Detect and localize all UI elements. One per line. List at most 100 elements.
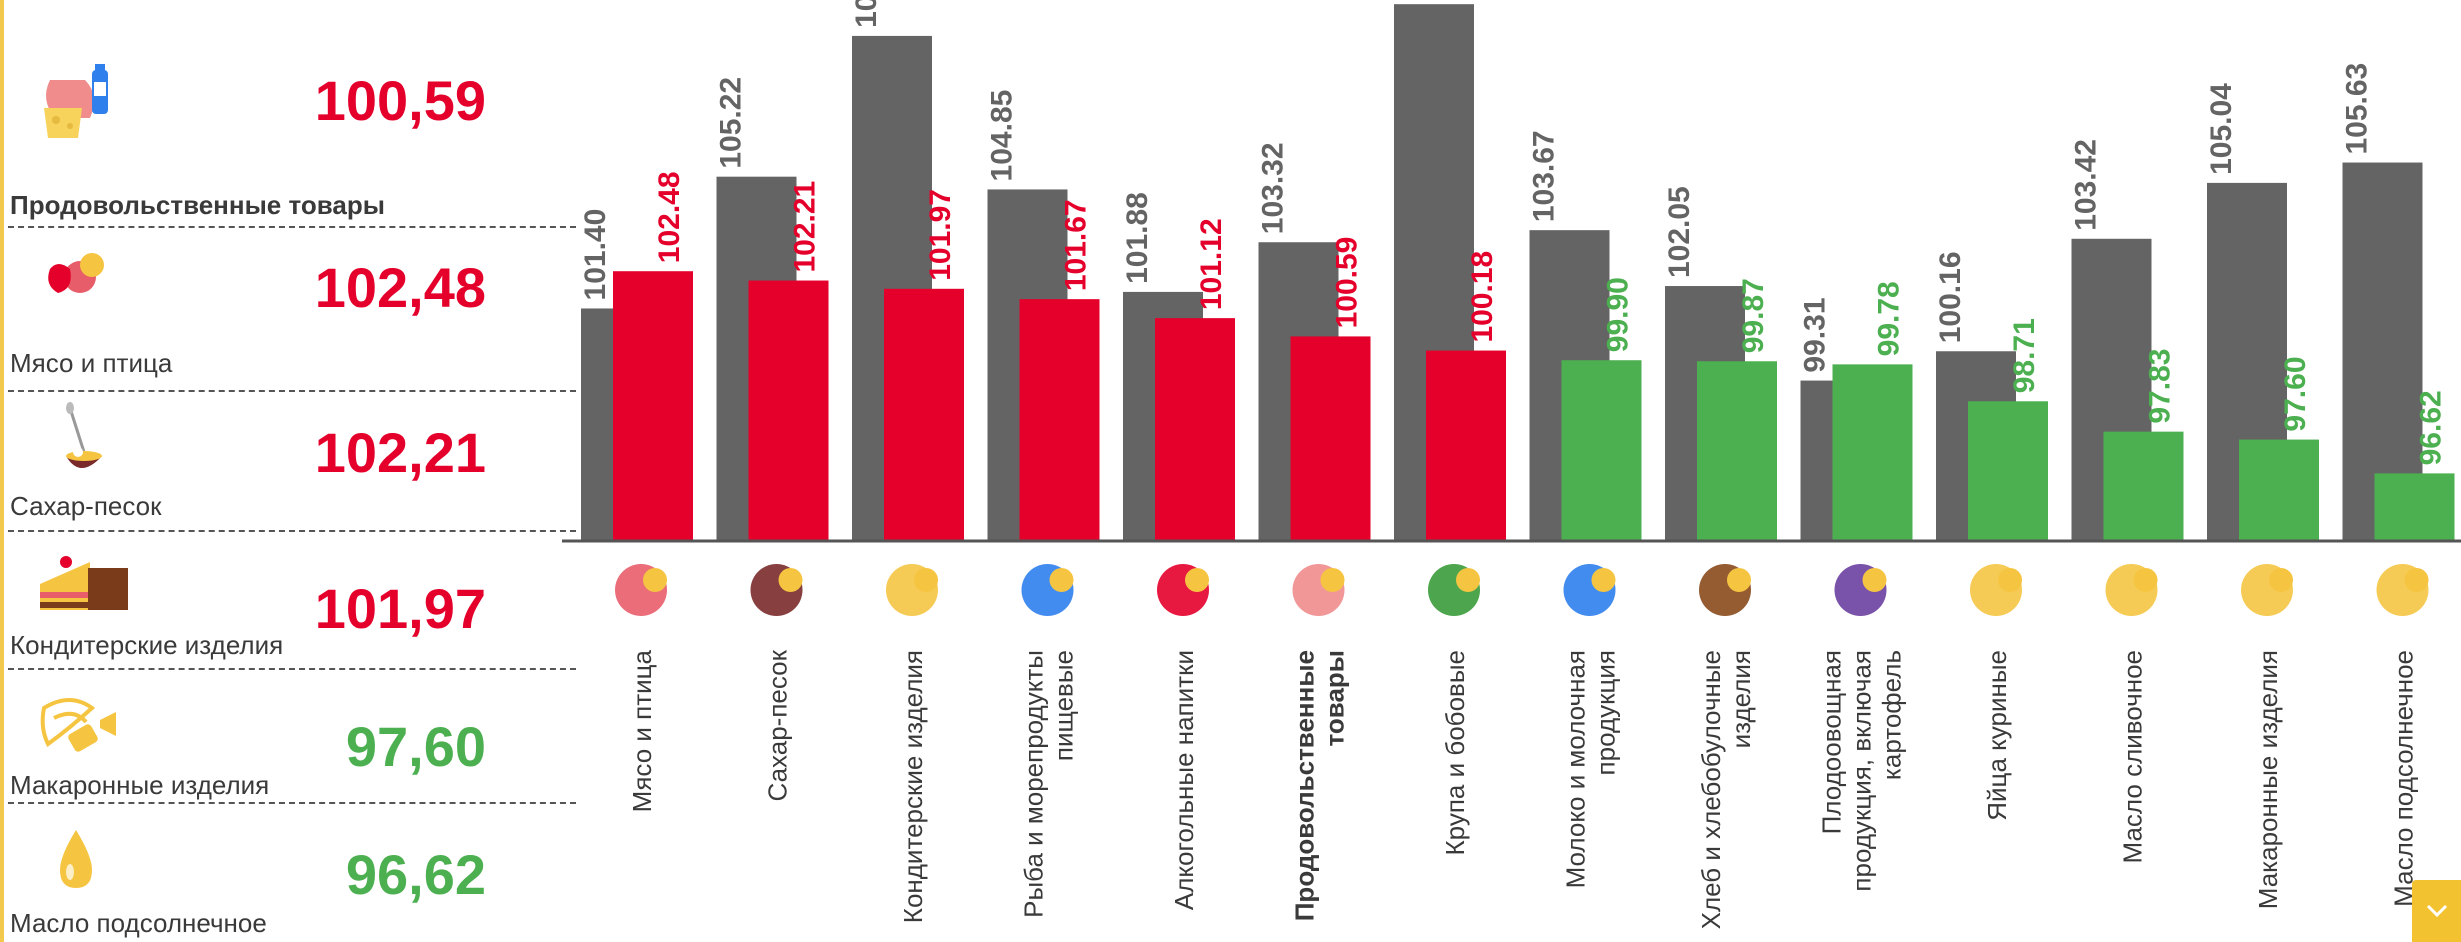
cake-icon <box>886 564 938 616</box>
data-label-previous: 105.04 <box>2205 83 2238 175</box>
data-label-current: 101.12 <box>1195 218 1228 310</box>
sugar-icon <box>750 564 803 616</box>
data-label-previous: 101.88 <box>1121 192 1154 284</box>
summary-label: Продовольственные товары <box>10 190 385 220</box>
summary-label: Макаронные изделия <box>10 770 270 800</box>
bar-current <box>2239 439 2319 541</box>
oil-drop-icon <box>2376 564 2429 616</box>
category-label: Рыба и морепродуктыпищевые <box>1019 650 1079 918</box>
data-label-current: 96.62 <box>2415 390 2448 465</box>
bar-current <box>613 271 693 541</box>
summary-item-sugar[interactable]: 102,21 <box>8 400 576 490</box>
category-label: Продовольственныетовары <box>1290 650 1350 921</box>
divider <box>8 668 576 670</box>
bread-icon <box>1699 564 1751 616</box>
summary-label: Кондитерские изделия <box>10 630 284 660</box>
bar-current <box>1968 401 2048 541</box>
data-label-current: 100.59 <box>1331 237 1364 329</box>
bar-current <box>884 288 964 541</box>
meat-icon <box>615 564 667 616</box>
food-basket-icon <box>30 60 130 160</box>
category-label: Макаронные изделия <box>2253 650 2283 909</box>
data-label-current: 97.60 <box>2279 356 2312 431</box>
food-basket-icon <box>1292 564 1345 616</box>
price-index-chart: 101.40 102.48 105.22 102.21 109.30 101.97 104.… <box>562 0 2461 929</box>
category-label: Яйца куриные <box>1982 650 2012 821</box>
summary-value: 102,21 <box>314 421 486 484</box>
summary-item-cake[interactable]: 101,97 <box>8 548 576 640</box>
category-label: Алкогольные напитки <box>1169 650 1199 910</box>
butter-icon <box>2105 564 2158 616</box>
data-label-previous: 100.16 <box>1934 251 1967 343</box>
category-label: Плодоовощнаяпродукция, включаякартофель <box>1817 650 1907 892</box>
data-label-previous: 104.85 <box>986 90 1019 182</box>
sugar-icon <box>30 400 130 500</box>
divider <box>8 226 576 228</box>
data-label-current: 99.78 <box>1873 281 1906 356</box>
data-label-previous: 101.40 <box>579 209 612 301</box>
data-label-current: 99.90 <box>1602 277 1635 352</box>
data-label-current: 101.97 <box>924 189 957 281</box>
category-label: Масло сливочное <box>2118 650 2148 863</box>
data-label-current: 100.18 <box>1466 251 1499 343</box>
beans-icon <box>1428 564 1480 616</box>
data-label-previous: 105.22 <box>715 77 748 169</box>
bottles-icon <box>1157 564 1209 616</box>
pasta-icon <box>2241 564 2293 616</box>
category-label: Сахар-песок <box>763 649 793 801</box>
summary-item-food[interactable]: 100,59 <box>8 60 576 150</box>
chevron-down-icon <box>2426 904 2448 918</box>
bar-current <box>2374 473 2455 541</box>
divider <box>8 530 576 532</box>
pasta-icon <box>30 688 130 788</box>
summary-value: 100,59 <box>314 69 486 132</box>
bar-current <box>1561 360 1642 541</box>
category-label: Кондитерские изделия <box>898 650 928 923</box>
oil-drop-icon <box>30 820 130 920</box>
data-label-previous: 109.30 <box>850 0 883 28</box>
divider <box>8 390 576 392</box>
bar-current <box>1019 299 1100 541</box>
data-label-previous: 102.05 <box>1663 186 1696 278</box>
data-label-previous: 103.42 <box>2070 139 2103 231</box>
vegetables-icon <box>1834 564 1887 616</box>
scroll-down-button[interactable] <box>2412 880 2461 942</box>
summary-item-meat[interactable]: 102,48 <box>8 245 576 335</box>
summary-value: 96,62 <box>345 843 486 906</box>
bar-current <box>1697 361 1777 541</box>
summary-label: Сахар-песок <box>10 491 162 521</box>
left-accent-bar <box>0 0 4 942</box>
bar-current <box>2103 431 2184 541</box>
bar-current <box>1155 318 1235 541</box>
summary-label: Масло подсолнечное <box>10 908 267 938</box>
category-label: Молоко и молочнаяпродукция <box>1561 650 1621 888</box>
data-label-current: 99.87 <box>1737 278 1770 353</box>
data-label-previous: 103.67 <box>1528 130 1561 222</box>
category-label: Крупа и бобовые <box>1440 650 1470 856</box>
bar-current <box>1832 364 1913 541</box>
category-label: Хлеб и хлебобулочныеизделия <box>1696 650 1756 929</box>
data-label-current: 97.83 <box>2144 349 2177 424</box>
summary-value: 102,48 <box>314 256 486 319</box>
bar-current <box>1290 336 1371 541</box>
divider <box>8 802 576 804</box>
cake-icon <box>30 548 130 648</box>
data-label-current: 98.71 <box>2008 318 2041 393</box>
category-label: Мясо и птица <box>627 649 657 812</box>
bar-current <box>748 280 829 541</box>
data-label-current: 101.67 <box>1060 199 1093 291</box>
data-label-previous: 105.63 <box>2341 63 2374 155</box>
summary-value: 101,97 <box>314 577 486 640</box>
dairy-icon <box>1563 564 1616 616</box>
data-label-current: 102.21 <box>789 181 822 273</box>
eggs-icon <box>1970 564 2022 616</box>
data-label-current: 102.48 <box>653 171 686 263</box>
meat-icon <box>30 245 130 345</box>
fish-icon <box>1021 564 1074 616</box>
summary-label: Мясо и птица <box>10 348 173 378</box>
summary-item-pasta[interactable]: 97,60 <box>8 688 576 778</box>
summary-item-oil[interactable]: 96,62 <box>8 820 576 910</box>
summary-value: 97,60 <box>345 715 486 778</box>
data-label-previous: 103.32 <box>1257 142 1290 234</box>
data-label-previous: 99.31 <box>1799 297 1832 372</box>
